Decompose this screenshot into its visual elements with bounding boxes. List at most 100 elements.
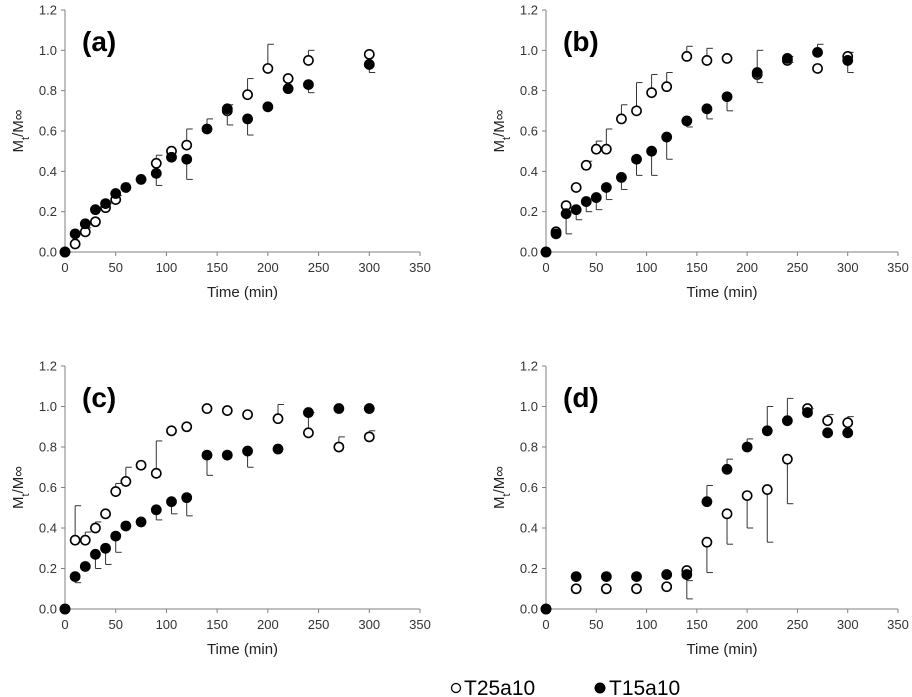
data-point-filled (721, 463, 733, 475)
series-T15a10 (540, 43, 854, 258)
data-point-open (741, 490, 753, 501)
y-tick-label: 0.0 (520, 245, 538, 260)
data-point-filled (631, 571, 642, 582)
data-point-filled (802, 407, 813, 418)
x-tick-label: 300 (837, 260, 859, 275)
data-point-filled (590, 192, 602, 203)
y-tick-label: 1.2 (39, 3, 57, 18)
data-point-open (570, 583, 582, 595)
x-tick-label: 250 (787, 260, 809, 275)
data-point-open (150, 467, 162, 479)
data-point-open (631, 105, 642, 117)
chart-panel-2: 0.0 0.2 0.4 0.6 0.8 1.0 1.2 0 50 100 150 200 250 300 3… (10, 359, 431, 659)
legend-filled-circle-icon (594, 682, 606, 694)
y-tick-label: 1.0 (39, 43, 57, 58)
y-tick-label: 0.6 (39, 124, 57, 139)
chart-panel-0: 0.0 0.2 0.4 0.6 0.8 1.0 1.2 0 50 100 150 200 250 300 3… (10, 3, 431, 302)
data-point-filled (262, 101, 274, 113)
x-tick-label: 250 (308, 260, 330, 275)
data-point-filled (282, 83, 294, 95)
y-tick-label: 0.8 (39, 440, 57, 455)
panel-label: (c) (82, 382, 116, 413)
y-tick-label: 0.4 (39, 164, 57, 179)
x-tick-label: 150 (686, 617, 708, 632)
y-tick-label: 1.0 (520, 399, 538, 414)
x-tick-label: 50 (108, 260, 122, 275)
data-point-filled (560, 208, 572, 220)
data-point-filled (842, 427, 854, 439)
y-tick-label: 1.2 (520, 3, 538, 18)
data-point-open (69, 534, 81, 546)
data-point-filled (842, 55, 854, 66)
data-point-open (681, 50, 693, 62)
panel-label: (d) (563, 382, 599, 413)
x-tick-label: 50 (589, 617, 603, 632)
series-T25a10 (59, 403, 376, 615)
data-point-filled (135, 516, 147, 528)
data-point-filled (550, 228, 562, 240)
y-tick-label: 0.6 (39, 480, 57, 495)
data-point-open (150, 157, 162, 169)
y-axis-label: Mt/M∞ (10, 109, 32, 152)
data-point-filled (110, 188, 122, 199)
data-point-open (110, 486, 122, 497)
x-tick-label: 250 (308, 617, 330, 632)
data-point-open (761, 484, 773, 495)
chart-panel-1: 0.0 0.2 0.4 0.6 0.8 1.0 1.2 0 50 100 150 200 250 300 3… (491, 3, 909, 302)
data-point-filled (59, 246, 71, 258)
y-tick-label: 0.8 (39, 83, 57, 98)
data-point-filled (221, 449, 233, 461)
x-tick-label: 250 (787, 617, 809, 632)
data-point-filled (570, 571, 582, 582)
data-point-open (701, 536, 713, 548)
data-point-filled (721, 91, 733, 103)
data-point-filled (69, 228, 81, 240)
x-tick-label: 300 (358, 617, 380, 632)
data-point-filled (181, 492, 193, 504)
x-tick-label: 200 (257, 260, 279, 275)
y-tick-label: 0.4 (520, 164, 538, 179)
y-tick-label: 0.4 (39, 521, 57, 536)
y-tick-label: 1.2 (520, 359, 538, 374)
data-point-open (221, 405, 233, 416)
data-point-filled (201, 123, 213, 135)
data-point-open (590, 143, 602, 155)
series-T15a10 (540, 397, 854, 615)
data-point-open (166, 425, 177, 437)
data-point-filled (570, 204, 582, 216)
y-tick-label: 1.0 (39, 399, 57, 414)
y-axis-label: Mt/M∞ (491, 466, 513, 509)
data-point-filled (616, 171, 627, 183)
data-point-open (721, 53, 733, 64)
x-tick-label: 150 (206, 260, 228, 275)
data-point-open (242, 409, 253, 420)
data-point-open (303, 55, 314, 66)
x-tick-label: 350 (887, 617, 909, 632)
legend-label-t15a10: T15a10 (609, 677, 680, 697)
data-point-filled (540, 246, 552, 258)
data-point-filled (761, 425, 773, 437)
legend-open-circle-icon (450, 682, 462, 694)
data-point-open (600, 583, 612, 595)
data-point-open (201, 403, 213, 414)
x-axis-label: Time (min) (207, 641, 278, 658)
data-point-open (79, 534, 91, 546)
data-point-filled (79, 218, 91, 230)
data-point-filled (540, 603, 552, 615)
x-tick-label: 100 (636, 617, 658, 632)
data-point-filled (600, 571, 612, 582)
series-T25a10 (540, 45, 854, 258)
data-point-filled (221, 103, 233, 115)
data-point-open (363, 48, 375, 60)
x-tick-label: 300 (837, 617, 859, 632)
data-point-open (781, 453, 793, 465)
data-point-open (135, 459, 147, 471)
x-tick-label: 100 (156, 617, 178, 632)
data-point-filled (701, 496, 713, 508)
data-point-open (822, 415, 833, 427)
data-point-open (90, 522, 101, 534)
data-point-open (580, 159, 592, 171)
data-point-open (842, 417, 854, 429)
series-T25a10 (540, 403, 854, 615)
